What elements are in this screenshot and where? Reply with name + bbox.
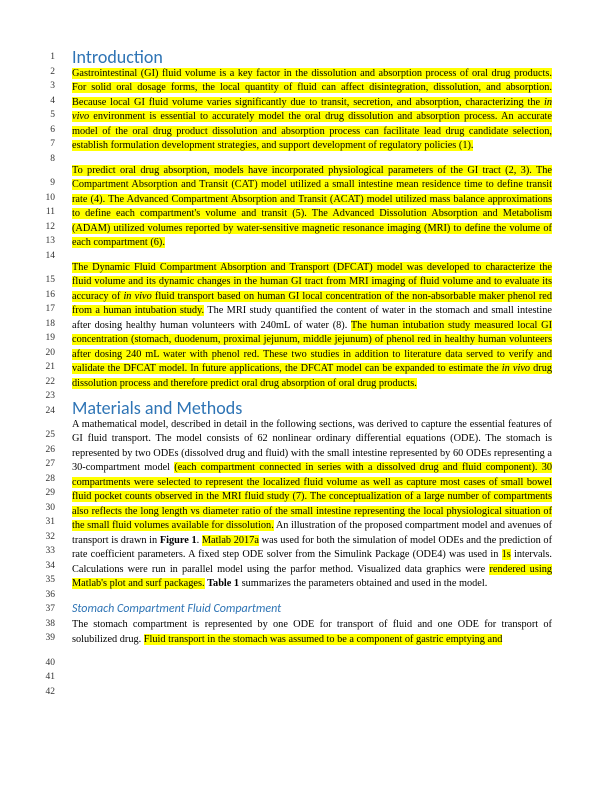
line-number: 42 xyxy=(30,685,55,700)
line-number: 15 xyxy=(30,273,55,288)
line-number: 36 xyxy=(30,588,55,603)
line-number: 9 xyxy=(30,176,55,191)
line-number: 25 xyxy=(30,428,55,443)
text-run: environment is essential to accurately m… xyxy=(72,111,552,151)
methods-heading: Materials and Methods xyxy=(72,401,552,416)
line-number-gutter: 1234567891011121314151617181920212223242… xyxy=(30,50,55,699)
text-run: summarizes the parameters obtained and u… xyxy=(239,578,487,589)
text-run: Gastrointestinal (GI) fluid volume is a … xyxy=(72,68,552,108)
line-number xyxy=(30,166,55,176)
line-number: 39 xyxy=(30,631,55,646)
line-number: 26 xyxy=(30,443,55,458)
page-container: 1234567891011121314151617181920212223242… xyxy=(0,0,612,687)
para-5: The stomach compartment is represented b… xyxy=(72,618,552,647)
para-2: To predict oral drug absorption, models … xyxy=(72,164,552,251)
text-run: To predict oral drug absorption, models … xyxy=(72,165,552,249)
line-number: 21 xyxy=(30,360,55,375)
line-number: 30 xyxy=(30,501,55,516)
text-run: in vivo xyxy=(123,291,151,302)
line-number: 20 xyxy=(30,346,55,361)
intro-heading: Introduction xyxy=(72,50,552,65)
para-3: The Dynamic Fluid Compartment Absorption… xyxy=(72,261,552,392)
line-number: 28 xyxy=(30,472,55,487)
line-number: 27 xyxy=(30,457,55,472)
line-number: 1 xyxy=(30,50,55,65)
line-number: 5 xyxy=(30,108,55,123)
line-number: 17 xyxy=(30,302,55,317)
line-number: 32 xyxy=(30,530,55,545)
line-number xyxy=(30,263,55,273)
text-run: Matlab 2017a xyxy=(202,535,259,546)
line-number: 7 xyxy=(30,137,55,152)
stomach-heading: Stomach Compartment Fluid Compartment xyxy=(72,602,552,617)
text-run: in vivo xyxy=(502,363,530,374)
line-number: 18 xyxy=(30,317,55,332)
line-number: 16 xyxy=(30,288,55,303)
line-number: 14 xyxy=(30,249,55,264)
line-number: 8 xyxy=(30,152,55,167)
line-number: 22 xyxy=(30,375,55,390)
line-number: 41 xyxy=(30,670,55,685)
line-number xyxy=(30,418,55,428)
line-number: 38 xyxy=(30,617,55,632)
para-4: A mathematical model, described in detai… xyxy=(72,418,552,592)
line-number: 12 xyxy=(30,220,55,235)
line-number: 24 xyxy=(30,404,55,419)
text-run: Table 1 xyxy=(207,578,239,589)
line-number: 33 xyxy=(30,544,55,559)
line-number: 34 xyxy=(30,559,55,574)
line-number: 23 xyxy=(30,389,55,404)
line-number: 37 xyxy=(30,602,55,617)
main-content: Introduction Gastrointestinal (GI) fluid… xyxy=(72,50,552,647)
line-number: 19 xyxy=(30,331,55,346)
line-number: 6 xyxy=(30,123,55,138)
line-number: 11 xyxy=(30,205,55,220)
line-number: 29 xyxy=(30,486,55,501)
text-run: Fluid transport in the stomach was assum… xyxy=(144,634,503,645)
line-number: 40 xyxy=(30,656,55,671)
line-number: 4 xyxy=(30,94,55,109)
line-number: 3 xyxy=(30,79,55,94)
text-run: 1s xyxy=(502,549,511,560)
line-number: 13 xyxy=(30,234,55,249)
text-run: Figure 1 xyxy=(160,535,197,546)
para-1: Gastrointestinal (GI) fluid volume is a … xyxy=(72,67,552,154)
line-number: 35 xyxy=(30,573,55,588)
line-number: 31 xyxy=(30,515,55,530)
line-number: 2 xyxy=(30,65,55,80)
line-number: 10 xyxy=(30,191,55,206)
line-number xyxy=(30,646,55,656)
